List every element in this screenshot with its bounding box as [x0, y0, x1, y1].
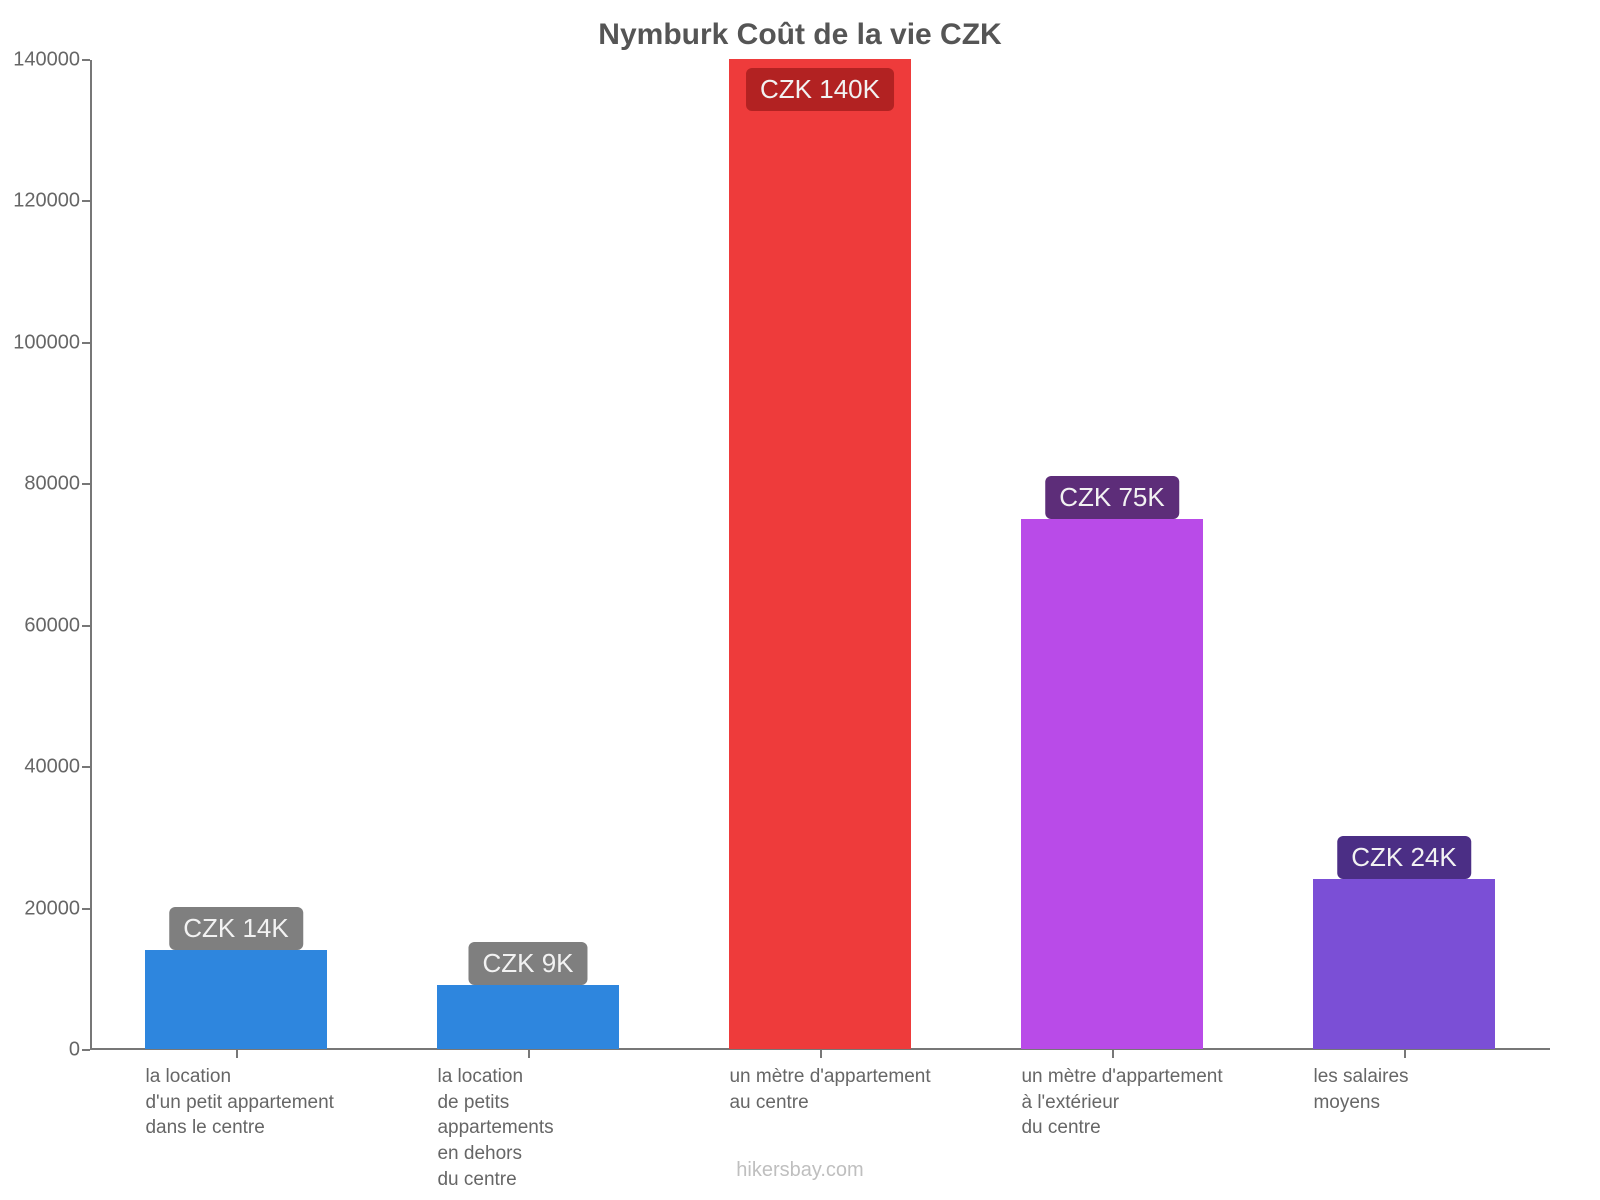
xtick-mark — [1404, 1050, 1406, 1058]
xtick-mark — [820, 1050, 822, 1058]
x-axis-label: un mètre d'appartement à l'extérieur du … — [1021, 1064, 1222, 1141]
ytick-label: 80000 — [24, 473, 90, 496]
x-axis-label: la location d'un petit appartement dans … — [145, 1064, 333, 1141]
ytick-label: 60000 — [24, 614, 90, 637]
chart-title: Nymburk Coût de la vie CZK — [0, 18, 1600, 52]
x-axis-label: les salaires moyens — [1313, 1064, 1408, 1115]
y-axis-line — [90, 60, 92, 1050]
ytick-label: 140000 — [13, 49, 90, 72]
ytick-label: 120000 — [13, 190, 90, 213]
bar — [1021, 519, 1202, 1049]
bar-value-label: CZK 9K — [468, 942, 587, 985]
xtick-mark — [528, 1050, 530, 1058]
plot-area: 020000400006000080000100000120000140000C… — [90, 60, 1550, 1050]
bar — [437, 985, 618, 1049]
ytick-label: 40000 — [24, 756, 90, 779]
xtick-mark — [236, 1050, 238, 1058]
bar — [1313, 879, 1494, 1049]
xtick-mark — [1112, 1050, 1114, 1058]
bar — [145, 950, 326, 1049]
attribution-text: hikersbay.com — [0, 1159, 1600, 1182]
ytick-label: 100000 — [13, 331, 90, 354]
bar — [729, 59, 910, 1049]
cost-of-living-chart: Nymburk Coût de la vie CZK 0200004000060… — [0, 0, 1600, 1200]
bar-value-label: CZK 14K — [169, 907, 303, 950]
bar-value-label: CZK 24K — [1337, 836, 1471, 879]
x-axis-label: un mètre d'appartement au centre — [729, 1064, 930, 1115]
bar-value-label: CZK 75K — [1045, 476, 1179, 519]
bar-value-label: CZK 140K — [746, 68, 894, 111]
ytick-label: 0 — [69, 1039, 90, 1062]
ytick-label: 20000 — [24, 897, 90, 920]
